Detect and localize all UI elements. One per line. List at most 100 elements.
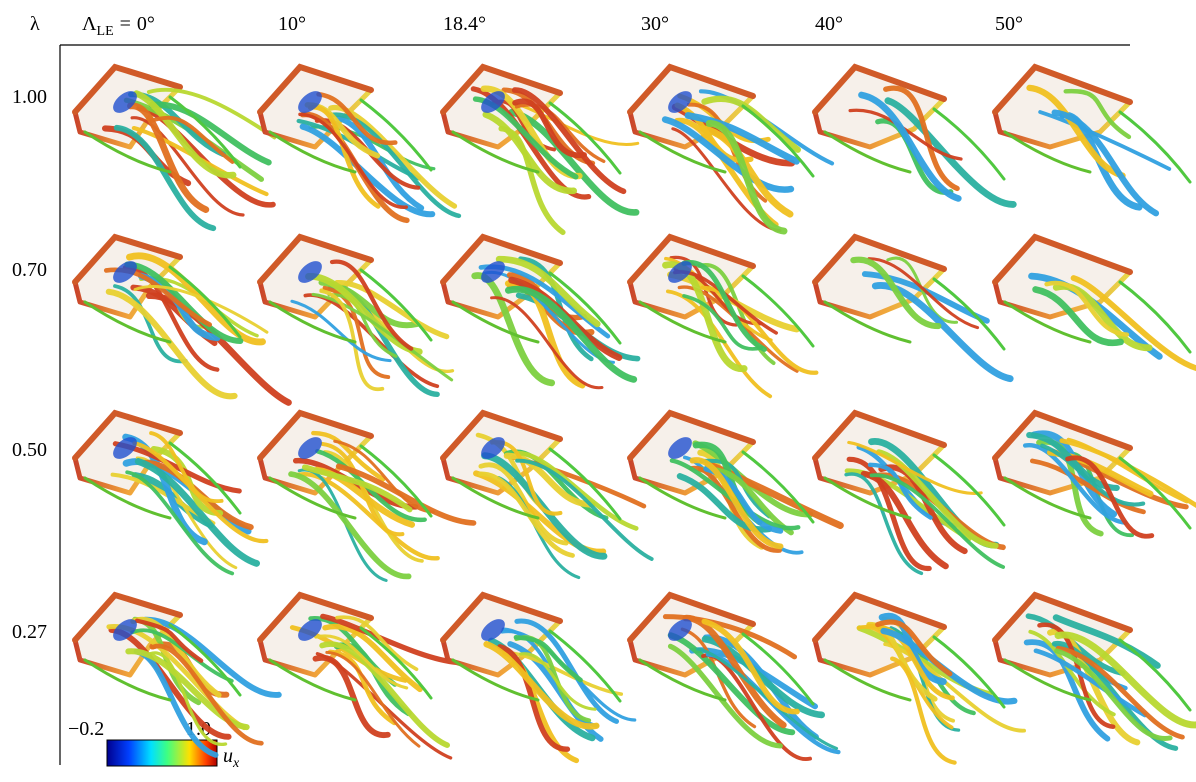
tip-vortex	[741, 632, 815, 706]
vortex-cell	[440, 409, 654, 580]
vortex-cell	[992, 233, 1196, 372]
core-vortex	[668, 437, 692, 459]
tip-vortex	[823, 658, 912, 702]
vortex-tube	[844, 472, 924, 576]
vortex-tube	[883, 642, 1027, 733]
vortex-tube	[699, 285, 819, 375]
wing-edge	[812, 591, 947, 643]
vortex-tube	[850, 256, 942, 330]
core-vortex	[481, 91, 505, 113]
tip-vortex	[1003, 658, 1092, 702]
vortex-tube	[290, 299, 392, 363]
wing-edge	[257, 63, 374, 115]
tip-vortex	[451, 658, 540, 702]
vortex-tube	[883, 85, 960, 192]
vortex-tube	[847, 440, 983, 495]
vortex-tube	[315, 448, 427, 522]
vortex-tube	[890, 656, 957, 765]
vortex-tube	[327, 649, 397, 726]
vortex-tube	[866, 623, 955, 701]
vortex-tube	[301, 464, 413, 513]
column-label: 50°	[995, 13, 1023, 35]
vortex-tube	[515, 458, 654, 561]
vortex-tube	[113, 124, 217, 232]
vortex-tube	[311, 292, 454, 382]
tip-vortex	[359, 98, 433, 172]
core-vortex	[298, 91, 322, 113]
row-label: 0.27	[12, 621, 47, 643]
colorbar-min: −0.2	[68, 718, 104, 740]
wing-edge	[992, 233, 1133, 285]
tip-vortex	[451, 476, 540, 520]
vortex-cell	[992, 591, 1196, 751]
vortex-tube	[497, 644, 571, 752]
tip-vortex	[548, 629, 622, 703]
vortex-tube	[1026, 84, 1126, 179]
vortex-tube	[1044, 280, 1130, 337]
vortex-tube	[134, 458, 260, 567]
core-vortex	[668, 261, 692, 283]
vortex-tube	[1029, 458, 1146, 515]
core-vortex	[298, 261, 322, 283]
vortex-cell	[627, 63, 835, 235]
wing-edge	[627, 63, 756, 115]
tip-vortex	[741, 274, 815, 348]
column-label: 30°	[641, 13, 669, 35]
tip-vortex	[168, 441, 242, 515]
wing-edge	[992, 591, 1133, 643]
vortex-tube	[125, 470, 235, 576]
vortex-tube	[681, 260, 768, 352]
vortex-tube	[867, 257, 980, 330]
tip-vortex	[83, 476, 172, 520]
vortex-tube	[695, 647, 839, 750]
vortex-tube	[1028, 629, 1116, 717]
vortex-cell	[257, 63, 462, 224]
wing-edge	[627, 591, 756, 643]
core-vortex	[481, 619, 505, 641]
tip-vortex	[823, 300, 912, 344]
vortex-cell	[627, 233, 819, 399]
vortex-tube	[314, 634, 409, 690]
vortex-tube	[1055, 645, 1185, 740]
vortex-tube	[682, 294, 764, 351]
vortex-tube	[1051, 641, 1179, 751]
tip-vortex	[932, 277, 1006, 351]
vortex-tube	[113, 284, 188, 364]
row-label: 0.50	[12, 439, 47, 461]
vortex-tube	[1038, 110, 1172, 171]
vortex-tube	[1022, 443, 1128, 525]
wing-edge	[627, 233, 756, 285]
vortex-tube	[1040, 443, 1146, 507]
vortex-tube	[516, 451, 639, 531]
vortex-cell	[440, 63, 640, 236]
core-vortex	[668, 619, 692, 641]
vortex-tube	[319, 641, 450, 749]
wing-edge	[992, 63, 1133, 115]
vortex-cell	[257, 409, 477, 582]
vortex-tube	[506, 651, 624, 696]
sweep-symbol: Λ	[82, 13, 97, 35]
vortex-tube	[142, 616, 282, 698]
vortex-tube	[150, 643, 264, 746]
vortex-tube	[149, 431, 224, 503]
wing-edge	[72, 591, 183, 643]
vortex-tube	[1065, 455, 1155, 539]
wing-edge	[257, 233, 374, 285]
tip-vortex	[359, 268, 433, 342]
tip-vortex	[1003, 300, 1092, 344]
vortex-cell	[72, 591, 282, 758]
column-label: 10°	[278, 13, 306, 35]
wing-edge	[72, 233, 183, 285]
vortex-cell	[627, 591, 841, 761]
vortex-cell	[440, 591, 637, 764]
colorbar-variable: ux	[223, 745, 240, 771]
wing-edge	[812, 233, 947, 285]
core-vortex	[113, 619, 137, 641]
vortex-tube	[145, 292, 292, 406]
wing-edge	[440, 409, 563, 461]
vortex-tube	[482, 111, 578, 195]
vortex-tube	[1070, 275, 1196, 372]
core-vortex	[668, 91, 692, 113]
vortex-tube	[130, 628, 234, 683]
vortex-tube	[148, 101, 272, 166]
